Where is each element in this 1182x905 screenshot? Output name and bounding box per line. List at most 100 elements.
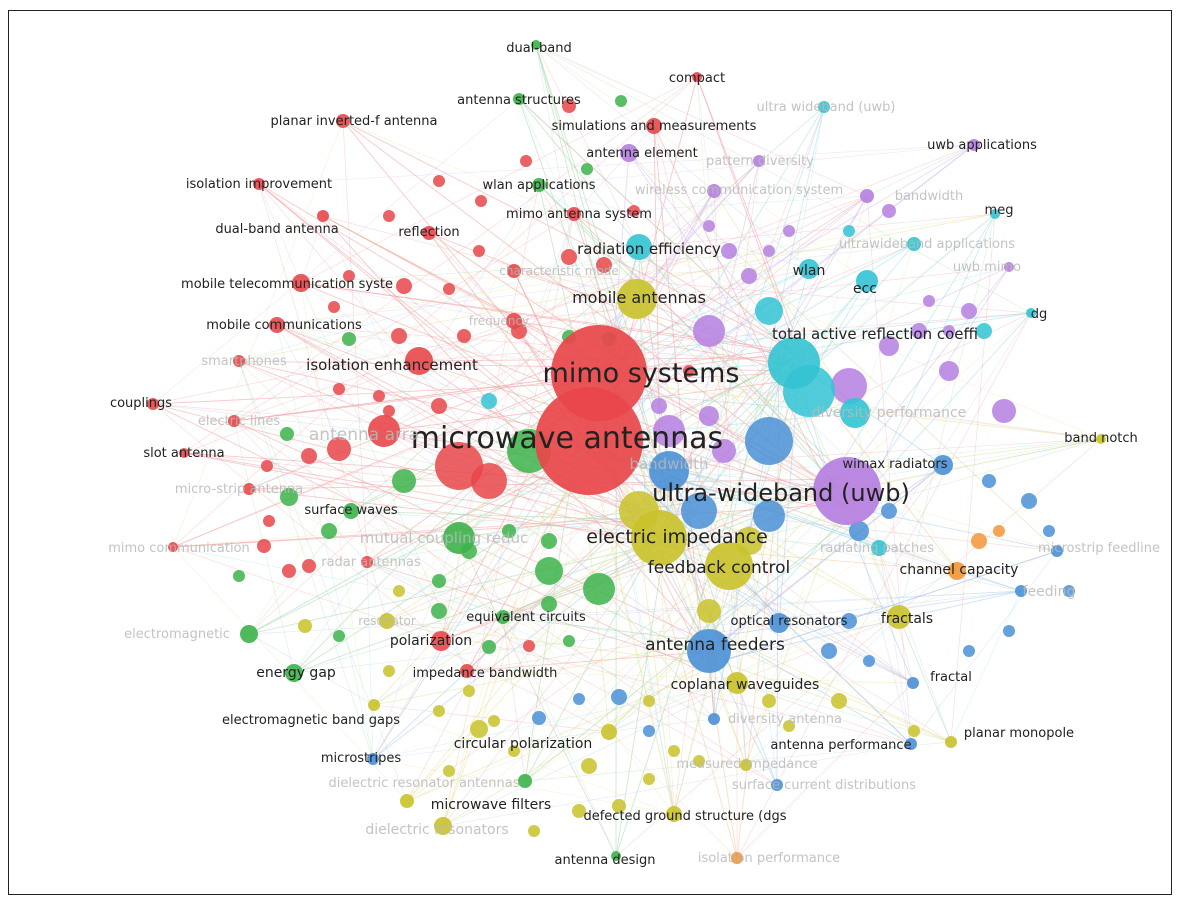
node-circle-antenna-design[interactable] <box>611 851 621 861</box>
network-node-unlabeled[interactable] <box>482 640 496 654</box>
node-label-electromagnetic-band-gaps[interactable]: electromagnetic band gaps <box>222 713 400 728</box>
node-circle-planar-inverted-f-antenna[interactable] <box>336 114 350 128</box>
network-node-unlabeled[interactable] <box>302 559 316 573</box>
node-circle-antenna-feeders[interactable] <box>687 629 731 673</box>
node-label-mobile-antennas[interactable]: mobile antennas <box>572 288 706 307</box>
node-label-antenna-arra[interactable]: antenna arra <box>309 425 419 445</box>
node-circle-microwave-antennas[interactable] <box>535 387 643 495</box>
node-circle-total-active-reflection-coeffi[interactable] <box>768 337 820 389</box>
node-circle-mimo-communication[interactable] <box>168 542 178 552</box>
node-circle-wlan[interactable] <box>799 259 819 279</box>
network-node-unlabeled[interactable] <box>683 365 695 377</box>
network-node-unlabeled[interactable] <box>753 500 785 532</box>
node-label-feedback-control[interactable]: feedback control <box>648 558 790 578</box>
network-node-unlabeled[interactable] <box>821 643 837 659</box>
node-circle-characteristic-mode[interactable] <box>507 264 521 278</box>
node-circle-frequency[interactable] <box>506 313 522 329</box>
node-label-radar-antennas[interactable]: radar antennas <box>321 555 421 570</box>
node-label-impedance-bandwidth[interactable]: impedance bandwidth <box>413 666 558 681</box>
network-node-unlabeled[interactable] <box>532 711 546 725</box>
network-node-unlabeled[interactable] <box>1063 585 1075 597</box>
node-circle-smartphones[interactable] <box>233 355 245 367</box>
node-label-microstrip-feedline[interactable]: microstrip feedline <box>1038 541 1160 556</box>
node-circle-couplings[interactable] <box>147 398 159 410</box>
network-node-unlabeled[interactable] <box>473 245 485 257</box>
node-label-wlan-applications[interactable]: wlan applications <box>482 178 595 193</box>
network-node-unlabeled[interactable] <box>392 469 416 493</box>
node-label-pattern-diversity[interactable]: pattern diversity <box>706 154 814 169</box>
network-node-unlabeled[interactable] <box>528 825 540 837</box>
network-node-unlabeled[interactable] <box>457 329 471 343</box>
network-node-unlabeled[interactable] <box>643 773 655 785</box>
node-label-surface-current-distributions[interactable]: surface current distributions <box>732 778 916 793</box>
network-node-unlabeled[interactable] <box>831 693 847 709</box>
network-node-unlabeled[interactable] <box>712 439 736 463</box>
node-label-antenna-performance[interactable]: antenna performance <box>770 738 911 753</box>
node-circle-dual-band[interactable] <box>531 40 541 50</box>
network-node-unlabeled[interactable] <box>783 720 795 732</box>
node-circle-antenna-performance[interactable] <box>905 738 917 750</box>
node-circle-surface-current-distributions[interactable] <box>771 779 783 791</box>
node-label-electric-lines[interactable]: electric lines <box>198 414 281 429</box>
network-node-unlabeled[interactable] <box>581 163 593 175</box>
node-circle-equivalent-circuits[interactable] <box>496 610 510 624</box>
network-node-unlabeled[interactable] <box>993 525 1005 537</box>
network-node-unlabeled[interactable] <box>282 564 296 578</box>
network-node-unlabeled[interactable] <box>342 332 356 346</box>
node-circle-simulations-and-measurements[interactable] <box>646 118 662 134</box>
node-circle-isolation-improvement[interactable] <box>253 178 265 190</box>
node-circle-pattern-diversity[interactable] <box>753 155 765 167</box>
network-node-unlabeled[interactable] <box>435 442 483 490</box>
network-node-unlabeled[interactable] <box>1043 525 1055 537</box>
node-label-measured-impedance[interactable]: measured impedance <box>676 757 817 772</box>
node-circle-radiation-efficiency[interactable] <box>626 234 652 260</box>
node-label-meg[interactable]: meg <box>985 203 1014 218</box>
network-node-unlabeled[interactable] <box>668 745 680 757</box>
node-circle-resonator[interactable] <box>379 613 395 629</box>
node-circle-ultra-wideband-uwb[interactable] <box>813 457 881 525</box>
node-label-microstripes[interactable]: microstripes <box>321 751 402 766</box>
node-circle-mutual-coupling-reduc[interactable] <box>443 522 475 554</box>
node-circle-ultrawideband-applications[interactable] <box>907 237 921 251</box>
node-circle-mobile-communications[interactable] <box>269 317 285 333</box>
node-label-total-active-reflection-coeffi[interactable]: total active reflection coeffi <box>772 325 978 343</box>
node-label-antenna-design[interactable]: antenna design <box>554 853 655 868</box>
node-label-coplanar-waveguides[interactable]: coplanar waveguides <box>671 677 820 693</box>
node-circle-microwave-filters[interactable] <box>400 794 414 808</box>
node-circle-polarization[interactable] <box>431 631 451 651</box>
node-circle-feeding[interactable] <box>1015 585 1027 597</box>
network-node-unlabeled[interactable] <box>879 336 899 356</box>
node-circle-electromagnetic[interactable] <box>240 625 258 643</box>
network-node-unlabeled[interactable] <box>443 765 455 777</box>
node-label-channel-capacity[interactable]: channel capacity <box>900 562 1019 578</box>
node-label-couplings[interactable]: couplings <box>110 396 172 411</box>
node-label-ultra-wideband-uwb[interactable]: ultra-wideband (uwb) <box>652 479 910 507</box>
node-circle-planar-monopole[interactable] <box>945 736 957 748</box>
network-node-unlabeled[interactable] <box>433 175 445 187</box>
node-label-ultra-wideband-uwb[interactable]: ultra wideband (uwb) <box>757 100 896 115</box>
network-node-unlabeled[interactable] <box>343 270 355 282</box>
network-node-unlabeled[interactable] <box>301 448 317 464</box>
node-label-mimo-systems[interactable]: mimo systems <box>543 358 740 389</box>
node-circle-dielectric-resonator-antennas[interactable] <box>518 774 532 788</box>
node-circle-bandwidth[interactable] <box>649 451 689 491</box>
node-circle-optical-resonators[interactable] <box>769 613 789 633</box>
network-node-unlabeled[interactable] <box>257 539 271 553</box>
node-label-wimax-radiators[interactable]: wimax radiators <box>842 457 947 472</box>
node-label-circular-polarization[interactable]: circular polarization <box>454 736 593 752</box>
node-circle-meg[interactable] <box>990 209 1000 219</box>
network-node-unlabeled[interactable] <box>396 278 412 294</box>
network-node-unlabeled[interactable] <box>541 533 557 549</box>
network-node-unlabeled[interactable] <box>831 368 867 404</box>
node-label-characteristic-mode[interactable]: characteristic mode <box>499 264 619 278</box>
network-node-unlabeled[interactable] <box>596 257 612 273</box>
node-label-polarization[interactable]: polarization <box>390 633 472 649</box>
network-node-unlabeled[interactable] <box>651 398 667 414</box>
network-node-unlabeled[interactable] <box>298 619 312 633</box>
network-node-unlabeled[interactable] <box>741 268 757 284</box>
node-label-bandwidth[interactable]: bandwidth <box>895 189 964 204</box>
node-circle-compact[interactable] <box>692 72 702 82</box>
network-node-unlabeled[interactable] <box>431 398 447 414</box>
node-label-ecc[interactable]: ecc <box>853 281 877 297</box>
node-circle-dg[interactable] <box>1026 308 1036 318</box>
